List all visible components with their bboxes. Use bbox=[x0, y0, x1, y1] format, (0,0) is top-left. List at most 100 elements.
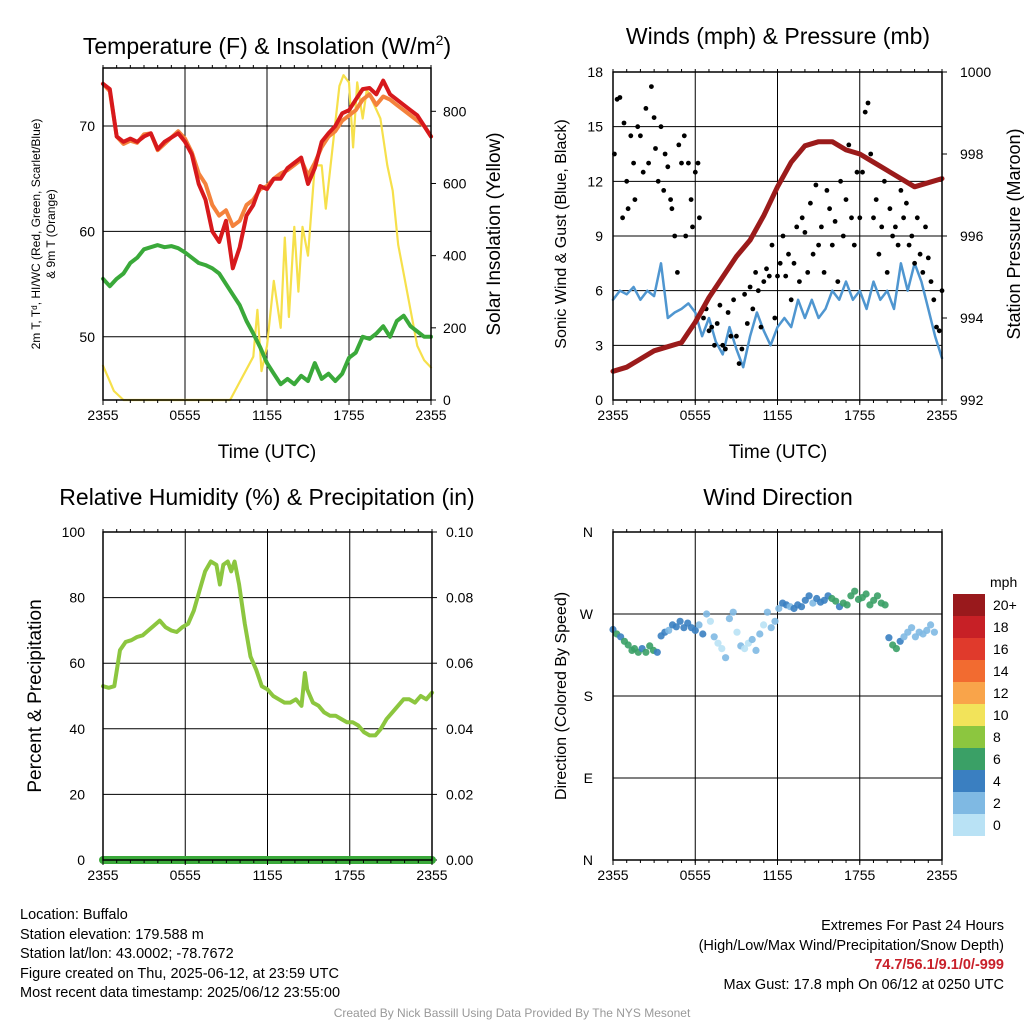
wind-gust-point bbox=[690, 224, 695, 230]
wind-ytick-label: 15 bbox=[587, 119, 603, 135]
temp-ytick-label: 50 bbox=[79, 329, 95, 345]
wind-y2tick-label: 996 bbox=[960, 228, 984, 244]
wind-gust-point bbox=[854, 169, 860, 175]
extremes-info: Extremes For Past 24 Hours (High/Low/Max… bbox=[699, 917, 1004, 995]
wind-gust-point bbox=[797, 279, 802, 284]
temp-ylabel-line1: 2m T, Tᵈ, HI/WC (Red, Green, Scarlet/Blu… bbox=[29, 119, 43, 350]
wind-gust-point bbox=[620, 215, 625, 221]
wind-ytick-label: 18 bbox=[587, 64, 603, 80]
dir-point bbox=[843, 601, 851, 609]
temp-y2tick-label: 600 bbox=[443, 175, 467, 191]
dir-point bbox=[927, 621, 935, 629]
wind-gust-point bbox=[755, 288, 761, 294]
wind-gust-point bbox=[725, 310, 731, 315]
wind-gust-point bbox=[683, 233, 689, 239]
wind-gust-point bbox=[912, 260, 917, 266]
legend-swatch bbox=[953, 792, 985, 814]
dir-point bbox=[760, 621, 768, 629]
wind-gust-point bbox=[761, 279, 767, 284]
temp-ylabel-line2: & 9m T (Orange) bbox=[44, 189, 58, 279]
dir-point bbox=[756, 630, 764, 638]
legend-label: 18 bbox=[993, 619, 1009, 635]
legend-swatch bbox=[953, 616, 985, 638]
legend-label: 20+ bbox=[993, 597, 1017, 613]
legend-label: 6 bbox=[993, 751, 1001, 767]
pressure-y2label: Station Pressure (Maroon) bbox=[1004, 128, 1024, 339]
rh-xtick-label: 1155 bbox=[252, 867, 282, 883]
wind-xtick-label: 2355 bbox=[597, 407, 628, 423]
wind-gust-point bbox=[925, 255, 931, 261]
dir-point bbox=[771, 617, 779, 625]
wind-ytick-label: 9 bbox=[595, 228, 603, 244]
rh-xtick-label: 2355 bbox=[416, 867, 447, 883]
wind-gust-point bbox=[824, 188, 830, 193]
temp-xtick-label: 2355 bbox=[87, 407, 118, 423]
wind-gust-point bbox=[906, 242, 912, 248]
wind-gust-point bbox=[827, 206, 832, 212]
wind-chart-title: Winds (mph) & Pressure (mb) bbox=[626, 23, 930, 49]
temp-xtick-label: 2355 bbox=[415, 407, 446, 423]
dir-point bbox=[642, 648, 650, 656]
wind-gust-point bbox=[668, 197, 673, 203]
dir-point bbox=[763, 608, 772, 616]
wind-gust-point bbox=[904, 200, 909, 206]
rh-line bbox=[101, 559, 434, 738]
wind-y2tick-label: 1000 bbox=[960, 64, 991, 80]
dir-point bbox=[851, 587, 859, 595]
wind-gust-point bbox=[675, 270, 680, 275]
dir-ytick-label: E bbox=[584, 770, 593, 786]
wind-gust-point bbox=[802, 230, 808, 235]
wind-gust-point bbox=[821, 270, 827, 275]
wind-gust-point bbox=[764, 266, 769, 272]
wind-gust-point bbox=[661, 188, 667, 193]
temp-xtick-label: 1155 bbox=[252, 407, 282, 423]
wind-gust-point bbox=[736, 361, 742, 366]
wind-gust-point bbox=[709, 324, 715, 330]
wind-xlabel: Time (UTC) bbox=[729, 442, 828, 463]
wind-gust-point bbox=[780, 233, 786, 239]
legend-swatch bbox=[953, 704, 985, 726]
wind-gust-point bbox=[931, 297, 937, 303]
wind-gust-point bbox=[884, 270, 890, 275]
legend-swatch bbox=[953, 726, 985, 748]
wind-gust-point bbox=[723, 346, 728, 352]
wind-gust-point bbox=[772, 315, 778, 321]
dir-point bbox=[767, 624, 775, 632]
wind-gust-point bbox=[649, 84, 654, 89]
dir-xtick-label: 2355 bbox=[597, 867, 628, 883]
temp-chart-title: Temperature (F) & Insolation (W/m2) bbox=[83, 32, 451, 59]
pressure-line bbox=[610, 139, 945, 374]
temp-y2label: Solar Insolation (Yellow) bbox=[484, 132, 505, 335]
legend-label: 2 bbox=[993, 795, 1001, 811]
wind-gust-point bbox=[920, 270, 926, 275]
wind-gust-point bbox=[816, 242, 821, 248]
dir-point bbox=[706, 617, 715, 625]
wind-gust-point bbox=[890, 233, 895, 239]
extremes-values: 74.7/56.1/9.1/0/-999 bbox=[874, 957, 1004, 973]
wind-gust-point bbox=[791, 260, 797, 266]
dir-point bbox=[695, 621, 703, 629]
dir-point bbox=[714, 639, 722, 647]
wind-gust-point bbox=[838, 178, 843, 184]
dir-point bbox=[885, 634, 893, 642]
wind-gust-point bbox=[655, 178, 661, 184]
dir-point bbox=[718, 645, 726, 653]
dir-point bbox=[873, 592, 882, 600]
dir-point bbox=[741, 645, 749, 653]
wind-gust-point bbox=[731, 297, 736, 303]
rh-y2tick-label: 0.04 bbox=[446, 721, 473, 737]
wind-sonic-line bbox=[611, 262, 944, 369]
dir-ylabel: Direction (Colored By Speed) bbox=[553, 592, 570, 800]
wind-gust-point bbox=[686, 160, 691, 166]
temp-grid bbox=[103, 68, 431, 400]
wind-gust-point bbox=[879, 224, 885, 230]
wind-gust-point bbox=[643, 106, 649, 111]
rh-y2tick-label: 0.08 bbox=[446, 590, 473, 606]
dir-point bbox=[908, 624, 916, 632]
temp-y2tick-label: 400 bbox=[443, 248, 467, 264]
wind-gust-point bbox=[846, 142, 852, 148]
rh-ytick-label: 100 bbox=[62, 524, 86, 540]
dir-point bbox=[699, 630, 707, 638]
legend-label: 10 bbox=[993, 707, 1009, 723]
wind-gust-point bbox=[758, 324, 764, 330]
